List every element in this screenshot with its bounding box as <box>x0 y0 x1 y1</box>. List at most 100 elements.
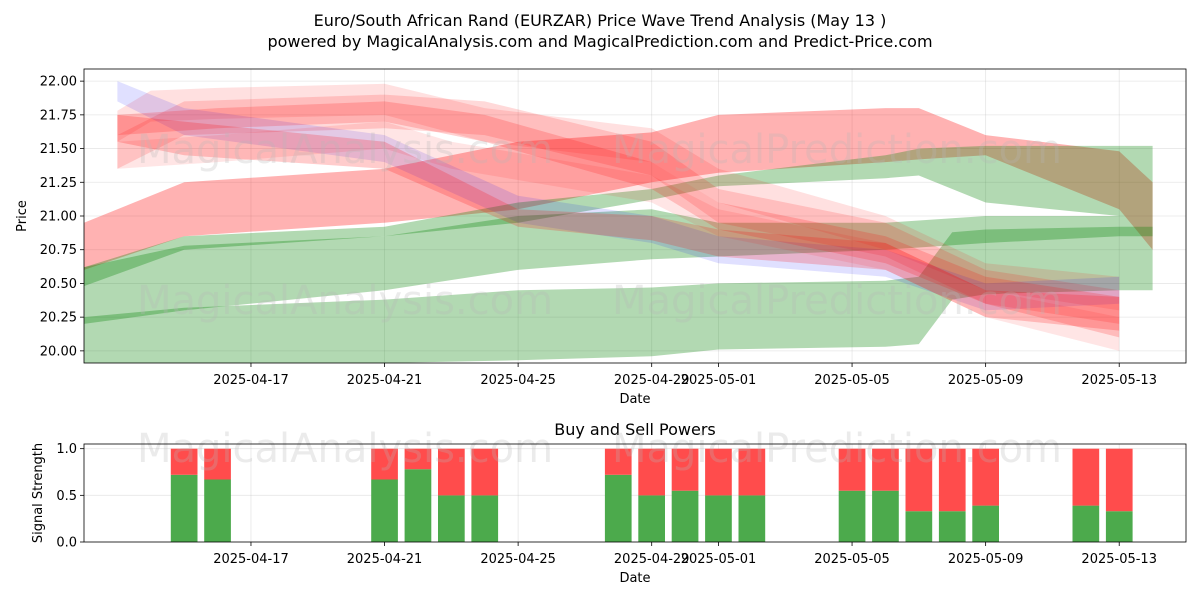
sell-bar <box>872 448 899 491</box>
buy-bar <box>604 474 632 542</box>
watermark-analysis-3: MagicalAnalysis.com <box>137 426 553 472</box>
price-x-tick-label: 2025-05-13 <box>1081 373 1157 388</box>
sell-bar <box>705 448 732 496</box>
signal-x-tick-label: 2025-05-13 <box>1081 552 1157 567</box>
signal-y-tick-label: 0.5 <box>56 489 77 504</box>
buy-bar <box>872 490 899 542</box>
price-x-tick-label: 2025-04-29 <box>614 373 690 388</box>
buy-bar <box>1105 511 1133 542</box>
sell-bar <box>638 448 665 496</box>
sell-bar <box>438 448 465 496</box>
price-band-3 <box>84 226 1153 363</box>
buy-bar <box>371 479 398 542</box>
price-y-axis-label: Price <box>15 200 30 232</box>
price-x-tick-label: 2025-05-01 <box>681 373 757 388</box>
buy-bar <box>671 490 699 542</box>
price-band-5 <box>117 94 1120 324</box>
price-y-tick-label: 20.50 <box>40 277 77 292</box>
buy-sell-title: Buy and Sell Powers <box>554 420 716 439</box>
buy-bar <box>404 469 432 542</box>
signal-watermarks: MagicalAnalysis.com MagicalPrediction.co… <box>137 426 1062 472</box>
sell-bar <box>371 448 398 480</box>
buy-sell-chart: Buy and Sell Powers MagicalAnalysis.com … <box>31 420 1187 586</box>
buy-bar <box>1072 505 1100 542</box>
sell-bar <box>905 448 933 512</box>
buy-bar <box>170 474 198 542</box>
buy-bar <box>905 511 933 542</box>
buy-bar <box>738 495 766 542</box>
price-y-tick-label: 20.25 <box>40 311 77 326</box>
price-x-ticks: 2025-04-17 2025-04-21 2025-04-25 2025-04-29… <box>213 363 1157 388</box>
price-y-tick-label: 22.00 <box>40 75 77 90</box>
watermark-analysis-2: MagicalAnalysis.com <box>137 278 553 324</box>
signal-y-ticks: 0.0 0.5 1.0 <box>56 442 84 551</box>
buy-bar <box>838 490 866 542</box>
price-band-9 <box>117 121 1120 351</box>
signal-x-ticks: 2025-04-17 2025-04-21 2025-04-25 2025-04-29… <box>213 542 1157 567</box>
price-y-tick-label: 20.00 <box>40 344 77 359</box>
sell-bar <box>471 448 499 496</box>
price-band-6 <box>117 81 1120 311</box>
price-y-ticks: 20.00 20.25 20.50 20.75 21.00 21.25 21.50 21.75… <box>40 75 84 359</box>
watermark-prediction-3: MagicalPrediction.com <box>612 426 1062 472</box>
chart-subtitle: powered by MagicalAnalysis.com and Magic… <box>267 32 932 51</box>
price-band-0 <box>84 108 1153 270</box>
price-y-tick-label: 21.75 <box>40 108 77 123</box>
signal-x-tick-label: 2025-04-17 <box>213 552 289 567</box>
chart-title: Euro/South African Rand (EURZAR) Price W… <box>314 11 887 30</box>
sell-bar <box>604 448 632 475</box>
sell-bar <box>204 448 231 480</box>
sell-bar <box>404 448 432 470</box>
sell-bar <box>1105 448 1133 512</box>
sell-bar <box>938 448 966 512</box>
price-band-8 <box>117 101 1120 338</box>
buy-bar <box>938 511 966 542</box>
buy-bar <box>638 495 665 542</box>
price-y-tick-label: 20.75 <box>40 243 77 258</box>
signal-x-tick-label: 2025-05-01 <box>681 552 757 567</box>
sell-bar <box>671 448 699 491</box>
signal-x-axis-label: Date <box>619 571 650 586</box>
watermark-prediction: MagicalPrediction.com <box>612 127 1062 173</box>
sell-bar <box>738 448 766 496</box>
price-wave-chart: MagicalAnalysis.com MagicalPrediction.co… <box>15 68 1187 407</box>
price-watermarks: MagicalAnalysis.com MagicalPrediction.co… <box>137 127 1062 324</box>
price-band-4 <box>117 83 1120 311</box>
signal-plot-frame <box>83 443 1187 543</box>
price-bands <box>84 81 1153 363</box>
buy-bar <box>972 505 999 542</box>
price-x-tick-label: 2025-04-21 <box>347 373 423 388</box>
sell-bar <box>1072 448 1100 506</box>
price-band-1 <box>84 145 1153 287</box>
price-band-2 <box>84 209 1153 324</box>
buy-bar <box>204 479 231 542</box>
signal-y-tick-label: 1.0 <box>56 442 77 457</box>
sell-bar <box>170 448 198 475</box>
signal-x-tick-label: 2025-04-25 <box>480 552 556 567</box>
price-y-tick-label: 21.00 <box>40 210 77 225</box>
price-x-tick-label: 2025-04-25 <box>480 373 556 388</box>
price-y-tick-label: 21.50 <box>40 142 77 157</box>
buy-bar <box>705 495 732 542</box>
watermark-analysis: MagicalAnalysis.com <box>137 127 553 173</box>
watermark-prediction-2: MagicalPrediction.com <box>612 278 1062 324</box>
signal-x-tick-label: 2025-05-05 <box>814 552 890 567</box>
signal-x-tick-label: 2025-04-21 <box>347 552 423 567</box>
price-x-axis-label: Date <box>619 392 650 407</box>
buy-bar <box>438 495 465 542</box>
sell-bar <box>838 448 866 491</box>
signal-y-axis-label: Signal Strength <box>31 443 46 543</box>
price-y-tick-label: 21.25 <box>40 176 77 191</box>
signal-y-tick-label: 0.0 <box>56 536 77 551</box>
price-x-tick-label: 2025-04-17 <box>213 373 289 388</box>
price-band-7 <box>117 114 1120 331</box>
price-x-tick-label: 2025-05-09 <box>948 373 1024 388</box>
buy-bar <box>471 495 499 542</box>
signal-bars <box>170 448 1133 542</box>
signal-x-tick-label: 2025-04-29 <box>614 552 690 567</box>
signal-x-tick-label: 2025-05-09 <box>948 552 1024 567</box>
sell-bar <box>972 448 999 506</box>
price-grid <box>84 69 1186 363</box>
